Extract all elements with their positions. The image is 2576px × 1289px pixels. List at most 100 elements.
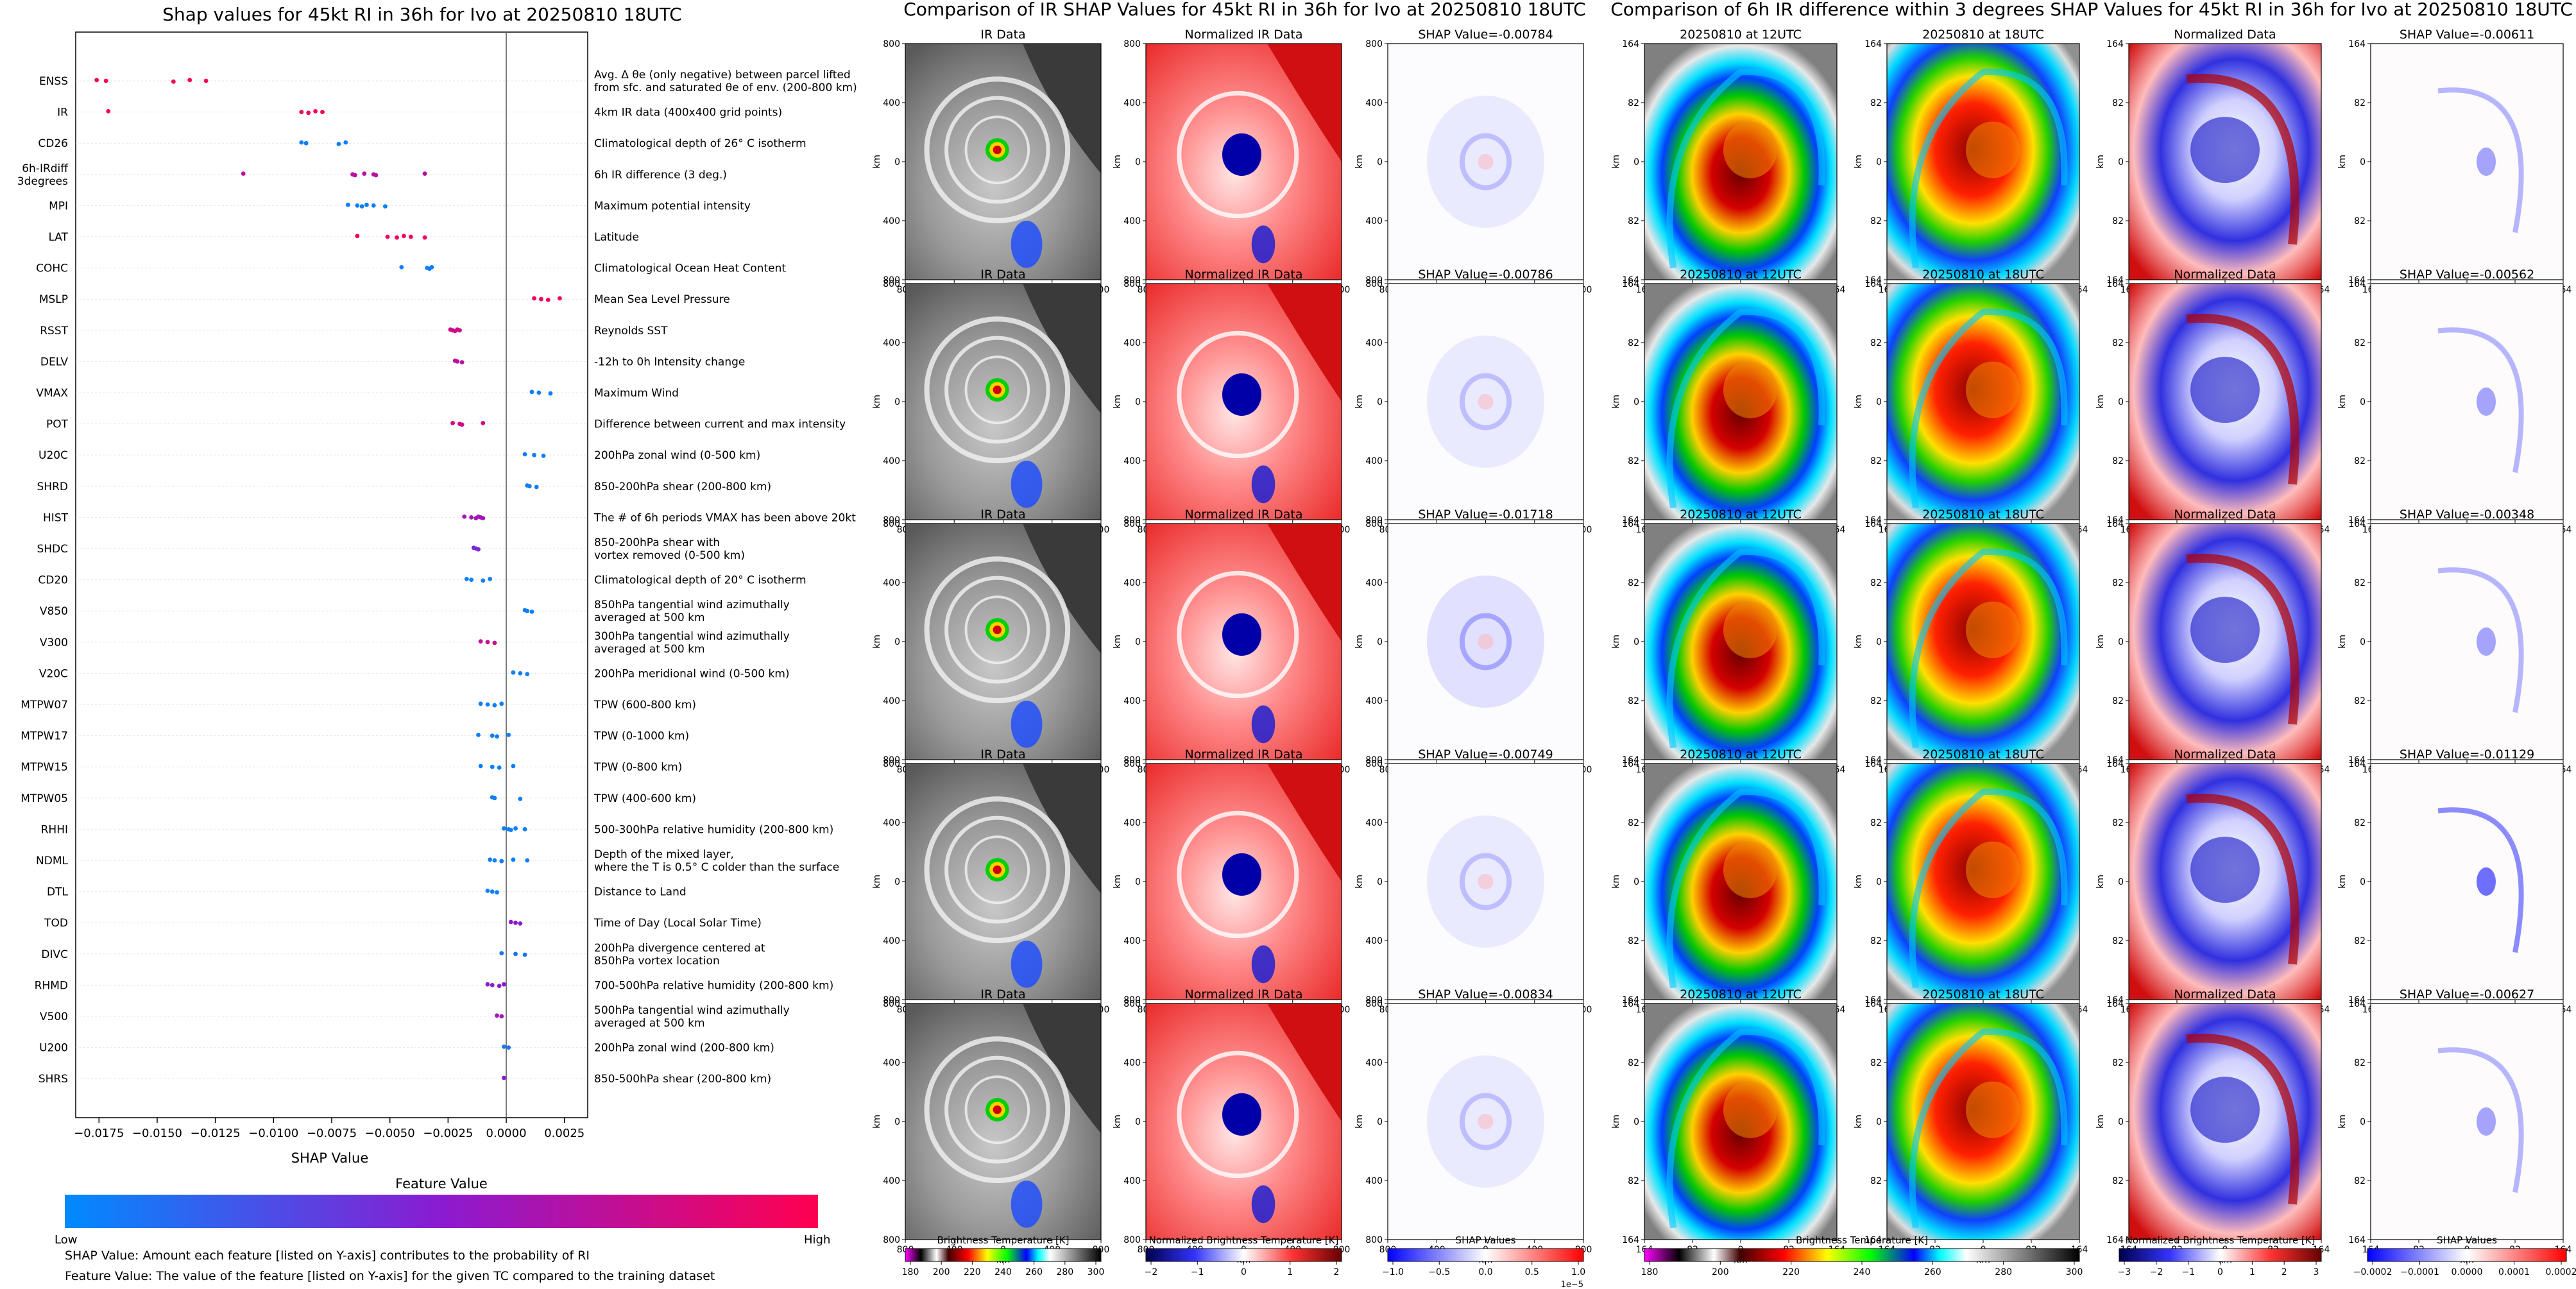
panel-title: IR Data bbox=[980, 508, 1025, 522]
colorbar-label: SHAP Values bbox=[2437, 1234, 2497, 1246]
shap-point bbox=[355, 203, 360, 208]
feature-name: MPI bbox=[49, 200, 68, 212]
ir-18utc-panel: 20250810 at 18UTC1641648282008282164164k… bbox=[1854, 508, 2088, 785]
feature-name: CD20 bbox=[38, 574, 68, 587]
feature-name: 6h-IRdiff 3degrees bbox=[17, 162, 69, 188]
y-tick-label: 164 bbox=[2106, 759, 2124, 769]
y-tick-label: 800 bbox=[1123, 39, 1141, 49]
shap-point bbox=[511, 670, 516, 675]
y-tick-label: 164 bbox=[2106, 39, 2124, 49]
normalized-diff-panel: Normalized Data1641648282008282164164kmk… bbox=[2095, 747, 2330, 1025]
shap-ring bbox=[1459, 853, 1512, 910]
shap-point bbox=[490, 733, 495, 738]
feature-description: 850-500hPa shear (200-800 km) bbox=[594, 1073, 771, 1086]
feature-description: 300hPa tangential wind azimuthally averag… bbox=[594, 630, 790, 656]
panel-title: SHAP Value=-0.00627 bbox=[2400, 987, 2534, 1002]
ir-shap-panel: SHAP Value=-0.00834800800400400004004008… bbox=[1354, 987, 1592, 1265]
x-tick-label: −0.0025 bbox=[423, 1127, 473, 1140]
shap-point bbox=[492, 858, 497, 863]
feature-description: Distance to Land bbox=[594, 886, 687, 899]
y-tick-label: 164 bbox=[1622, 275, 1639, 286]
shap-point bbox=[106, 109, 111, 114]
y-tick-label: 82 bbox=[2354, 936, 2366, 946]
y-tick-label: 164 bbox=[1622, 759, 1639, 769]
feature-name: LAT bbox=[48, 231, 68, 244]
y-tick-label: 164 bbox=[1864, 759, 1882, 769]
shap-band bbox=[2437, 567, 2524, 713]
shap-point bbox=[359, 204, 364, 209]
feature-name: V300 bbox=[40, 636, 68, 649]
shap-center bbox=[1478, 1113, 1494, 1130]
feature-name: TOD bbox=[44, 917, 68, 930]
normalized-diff-panel: Normalized Data1641648282008282164164kmk… bbox=[2095, 28, 2330, 305]
ir-shap-panel: SHAP Value=-0.01718800800400400004004008… bbox=[1354, 508, 1592, 785]
storm-core bbox=[993, 1105, 1002, 1114]
x-tick-label: −0.0075 bbox=[307, 1127, 357, 1140]
feature-row: V850 850hPa tangential wind azimuthally av… bbox=[40, 599, 790, 624]
panel-title: SHAP Value=-0.00611 bbox=[2400, 28, 2534, 42]
shap-point bbox=[525, 672, 530, 676]
y-tick-label: 164 bbox=[2348, 999, 2366, 1009]
y-tick-label: 0 bbox=[1633, 1117, 1639, 1127]
colorbar-tick-label: 0.5 bbox=[1525, 1267, 1539, 1277]
panel-title: Normalized IR Data bbox=[1185, 268, 1303, 282]
y-axis-label: km bbox=[2095, 1114, 2106, 1129]
y-axis-label: km bbox=[1611, 155, 1621, 169]
y-tick-label: 82 bbox=[2112, 696, 2124, 706]
x-tick-label: 0.0000 bbox=[486, 1127, 527, 1140]
x-tick-label: −0.0050 bbox=[365, 1127, 415, 1140]
colorbar-strip bbox=[1387, 1248, 1584, 1262]
feature-name: SHDC bbox=[37, 543, 68, 556]
colorbar-tick-label: −1 bbox=[2181, 1267, 2195, 1277]
y-tick-label: 0 bbox=[1135, 397, 1141, 407]
y-axis-label: km bbox=[1611, 635, 1621, 649]
cloud-band bbox=[964, 595, 1030, 665]
cloud-band bbox=[924, 796, 1071, 943]
colorbar: Normalized Brightness Temperature [K] −3 −… bbox=[2118, 1234, 2322, 1277]
shap-band bbox=[2437, 327, 2524, 474]
shap-point bbox=[94, 78, 99, 83]
storm-core bbox=[993, 385, 1002, 395]
shap-point bbox=[345, 202, 350, 207]
y-tick-label: 0 bbox=[1633, 877, 1639, 887]
y-tick-label: 164 bbox=[1864, 999, 1882, 1009]
shap-point bbox=[508, 828, 513, 832]
core-region bbox=[1966, 361, 2020, 418]
shap-point bbox=[525, 608, 530, 613]
colorbar-label: Brightness Temperature [K] bbox=[1796, 1234, 1928, 1246]
y-tick-label: 800 bbox=[1365, 39, 1383, 49]
feature-row: CD26 Climatological depth of 26° C isothe… bbox=[38, 137, 806, 150]
core-region bbox=[1723, 121, 1777, 178]
core-region bbox=[1966, 841, 2020, 898]
shap-point bbox=[402, 234, 406, 239]
y-tick-label: 164 bbox=[2106, 755, 2124, 765]
warming-band bbox=[2186, 554, 2299, 725]
panel-title: SHAP Value=-0.01129 bbox=[2400, 747, 2534, 762]
feature-description: Latitude bbox=[594, 231, 639, 244]
feature-description: The # of 6h periods VMAX has been above … bbox=[593, 511, 856, 524]
shap-point bbox=[534, 484, 539, 490]
shap-point bbox=[502, 982, 506, 987]
shap-point bbox=[527, 484, 532, 489]
convection-area bbox=[1011, 461, 1043, 508]
feature-row: TOD Time of Day (Local Solar Time) bbox=[44, 917, 762, 930]
y-tick-label: 164 bbox=[1622, 519, 1639, 529]
diff-panel-row: 20250810 at 12UTC1641648282008282164164k… bbox=[1611, 508, 2572, 785]
feature-description: 200hPa divergence centered at 850hPa vort… bbox=[594, 942, 765, 968]
colorbar-tick-label: −0.0001 bbox=[2400, 1267, 2439, 1277]
y-tick-label: 164 bbox=[1864, 995, 1882, 1005]
feature-name: RSST bbox=[40, 325, 68, 337]
feature-name: DIVC bbox=[41, 948, 68, 961]
y-axis-label: km bbox=[2337, 395, 2348, 409]
y-tick-label: 800 bbox=[1123, 519, 1141, 529]
feature-description: 4km IR data (400x400 grid points) bbox=[594, 107, 782, 119]
shap-point bbox=[171, 79, 176, 84]
y-tick-label: 800 bbox=[1123, 275, 1141, 286]
y-tick-label: 82 bbox=[2112, 98, 2124, 108]
shap-point bbox=[490, 889, 495, 894]
y-tick-label: 0 bbox=[2118, 1117, 2124, 1127]
feature-description: 850hPa tangential wind azimuthally averag… bbox=[594, 599, 790, 624]
shap-point bbox=[373, 173, 379, 178]
feature-name: CD26 bbox=[38, 137, 68, 150]
ir-data-panel: IR Data80080040040000400400800800kmkm bbox=[872, 28, 1109, 305]
